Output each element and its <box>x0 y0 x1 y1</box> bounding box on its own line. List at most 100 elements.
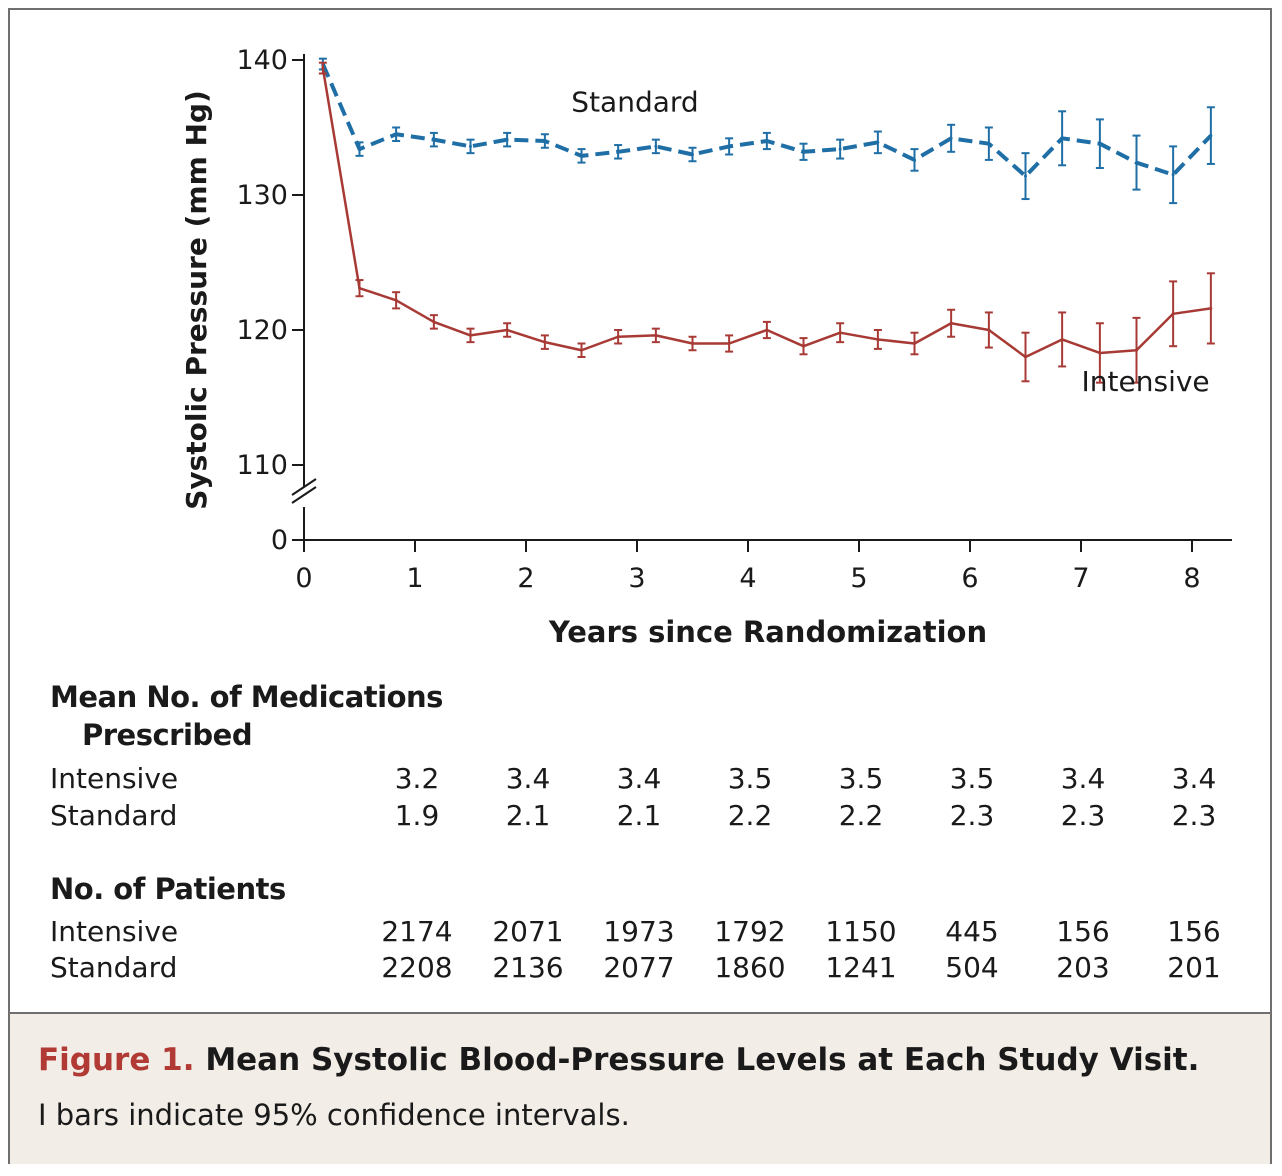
patients-intensive-cell: 156 <box>1167 915 1221 948</box>
medications-intensive-cell: 3.5 <box>727 762 773 795</box>
data-point-intensive <box>765 328 769 332</box>
data-point-standard <box>358 147 361 151</box>
medications-intensive-cell: 3.5 <box>949 762 995 795</box>
data-point-standard <box>1024 174 1027 178</box>
patients-intensive-cell: 2174 <box>381 915 453 948</box>
caption-title-line: Figure 1. Mean Systolic Blood-Pressure L… <box>38 1042 1199 1078</box>
y-axis-title: Systolic Pressure (mm Hg) <box>180 90 213 510</box>
data-point-standard <box>1135 161 1138 165</box>
line-chart: 0 110 120 130 140 0 1 2 3 4 5 6 7 8 Years since Random… <box>180 45 1232 649</box>
data-point-intensive <box>987 328 991 332</box>
patients-standard-cell: 1241 <box>825 951 897 984</box>
axis-break-mark <box>291 486 317 504</box>
data-point-intensive <box>1060 337 1064 341</box>
series-label-standard: Standard <box>571 85 698 118</box>
x-axis-title: Years since Randomization <box>548 615 987 649</box>
patients-intensive-cell: 1973 <box>603 915 675 948</box>
x-tick-label: 6 <box>961 563 978 594</box>
data-point-intensive <box>432 320 436 324</box>
medications-standard-cell: 2.2 <box>838 799 884 832</box>
medications-intensive-cell: 3.4 <box>505 762 551 795</box>
y-tick-label: 0 <box>271 525 288 556</box>
patients-standard-cell: 504 <box>945 951 999 984</box>
data-point-standard <box>876 140 880 144</box>
axis-break-mark <box>291 478 317 496</box>
data-point-standard <box>987 142 991 146</box>
patients-standard-cell: 203 <box>1056 951 1110 984</box>
figure-title: Mean Systolic Blood-Pressure Levels at E… <box>205 1042 1200 1078</box>
data-point-intensive <box>838 331 842 335</box>
data-point-standard <box>1098 142 1102 146</box>
data-point-intensive <box>580 348 583 352</box>
data-point-standard <box>949 136 953 140</box>
data-point-intensive <box>358 286 361 290</box>
data-point-intensive <box>949 321 953 325</box>
data-point-standard <box>543 139 547 143</box>
patients-title: No. of Patients <box>50 872 286 906</box>
x-tick-label: 0 <box>295 563 312 594</box>
medications-standard-cell: 2.3 <box>949 799 995 832</box>
data-point-standard <box>580 154 583 158</box>
patients-standard-cell: 1860 <box>714 951 786 984</box>
patients-standard-cell: 2136 <box>492 951 564 984</box>
data-point-intensive <box>727 342 731 345</box>
data-point-intensive <box>1024 355 1027 359</box>
data-point-standard <box>1209 134 1213 138</box>
data-point-standard <box>1060 136 1064 140</box>
series-label-intensive: Intensive <box>1082 365 1210 398</box>
data-point-intensive <box>505 328 509 332</box>
data-point-intensive <box>1135 348 1138 352</box>
data-point-standard <box>765 139 769 143</box>
data-point-intensive <box>1098 351 1102 355</box>
medications-standard-cell: 2.3 <box>1171 799 1217 832</box>
patients-intensive-cell: 2071 <box>492 915 564 948</box>
figure-panel: 0 110 120 130 140 0 1 2 3 4 5 6 7 8 Years since Random… <box>8 8 1272 1164</box>
medications-standard-cell: 2.1 <box>505 799 551 832</box>
medications-intensive-cell: 3.4 <box>616 762 662 795</box>
data-point-standard <box>654 144 658 148</box>
data-point-intensive <box>691 342 694 345</box>
data-point-intensive <box>876 337 880 341</box>
patients-standard-label: Standard <box>50 951 178 984</box>
caption-note: I bars indicate 95% confidence intervals… <box>38 1098 630 1132</box>
patients-intensive-cell: 1792 <box>714 915 786 948</box>
patients-intensive-cell: 156 <box>1056 915 1110 948</box>
data-point-intensive <box>616 335 620 339</box>
data-point-standard <box>691 153 694 156</box>
data-point-standard <box>469 144 472 148</box>
medications-intensive-cell: 3.4 <box>1060 762 1106 795</box>
y-tick-label: 110 <box>236 450 288 481</box>
data-point-standard <box>616 150 620 154</box>
medications-intensive-cell: 3.5 <box>838 762 884 795</box>
data-point-intensive <box>469 333 472 337</box>
medications-standard-cell: 2.3 <box>1060 799 1106 832</box>
patients-standard-cell: 201 <box>1167 951 1221 984</box>
medications-intensive-label: Intensive <box>50 762 179 795</box>
x-tick-label: 8 <box>1183 563 1200 594</box>
data-point-intensive <box>321 66 325 70</box>
patients-intensive-label: Intensive <box>50 915 179 948</box>
data-point-standard <box>838 147 842 151</box>
x-tick-label: 1 <box>406 563 423 594</box>
y-tick-label: 140 <box>236 45 288 76</box>
medications-intensive-cell: 3.4 <box>1171 762 1217 795</box>
data-point-intensive <box>1209 306 1213 310</box>
data-point-standard <box>1171 173 1175 177</box>
x-tick-label: 4 <box>739 563 756 594</box>
medications-intensive-cell: 3.2 <box>394 762 440 795</box>
figure-label: Figure 1. <box>38 1042 195 1078</box>
x-tick-label: 3 <box>628 563 645 594</box>
patients-intensive-cell: 445 <box>945 915 999 948</box>
medications-standard-cell: 2.2 <box>727 799 773 832</box>
series-line-standard <box>321 63 1213 179</box>
medications-title-line1: Mean No. of Medications <box>50 680 443 714</box>
medications-title-line2: Prescribed <box>82 718 253 752</box>
series-line-intensive <box>321 67 1212 359</box>
data-point-intensive <box>394 298 398 302</box>
data-point-standard <box>802 150 805 154</box>
y-tick-label: 120 <box>236 315 288 346</box>
figure-caption: Figure 1. Mean Systolic Blood-Pressure L… <box>10 1012 1270 1164</box>
data-point-standard <box>913 158 916 162</box>
data-point-standard <box>505 138 509 142</box>
data-point-intensive <box>1171 312 1175 316</box>
